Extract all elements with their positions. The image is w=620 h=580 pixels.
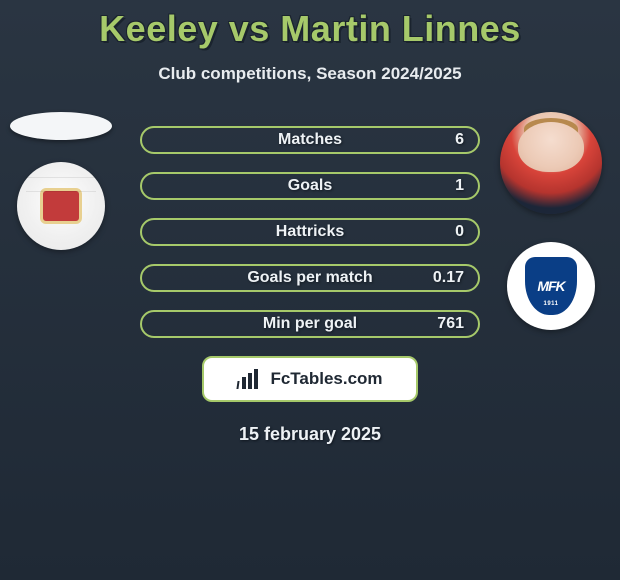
stat-value-right: 761 xyxy=(437,315,464,333)
snapshot-date: 15 february 2025 xyxy=(0,424,620,445)
stat-label: Goals xyxy=(288,177,332,195)
stat-pill-hattricks: Hattricks 0 xyxy=(140,218,480,246)
stat-label: Matches xyxy=(278,131,342,149)
comparison-subtitle: Club competitions, Season 2024/2025 xyxy=(0,64,620,84)
stat-value-right: 1 xyxy=(455,177,464,195)
stat-row: Goals per match 0.17 xyxy=(0,264,620,292)
comparison-title: Keeley vs Martin Linnes xyxy=(0,0,620,50)
stat-pill-goals: Goals 1 xyxy=(140,172,480,200)
source-badge[interactable]: FcTables.com xyxy=(202,356,418,402)
stat-value-right: 0.17 xyxy=(433,269,464,287)
stat-label: Min per goal xyxy=(263,315,357,333)
stat-label: Goals per match xyxy=(247,269,372,287)
stat-row: Goals 1 xyxy=(0,172,620,200)
right-club-year: 1911 xyxy=(543,301,558,307)
stat-row: Matches 6 xyxy=(0,126,620,154)
stat-value-right: 0 xyxy=(455,223,464,241)
bar-chart-icon xyxy=(237,369,264,389)
stat-pill-matches: Matches 6 xyxy=(140,126,480,154)
stat-pill-min-per-goal: Min per goal 761 xyxy=(140,310,480,338)
stat-row: Min per goal 761 xyxy=(0,310,620,338)
stat-label: Hattricks xyxy=(276,223,344,241)
source-badge-text: FcTables.com xyxy=(270,369,382,389)
stat-pill-goals-per-match: Goals per match 0.17 xyxy=(140,264,480,292)
stat-value-right: 6 xyxy=(455,131,464,149)
stat-row: Hattricks 0 xyxy=(0,218,620,246)
